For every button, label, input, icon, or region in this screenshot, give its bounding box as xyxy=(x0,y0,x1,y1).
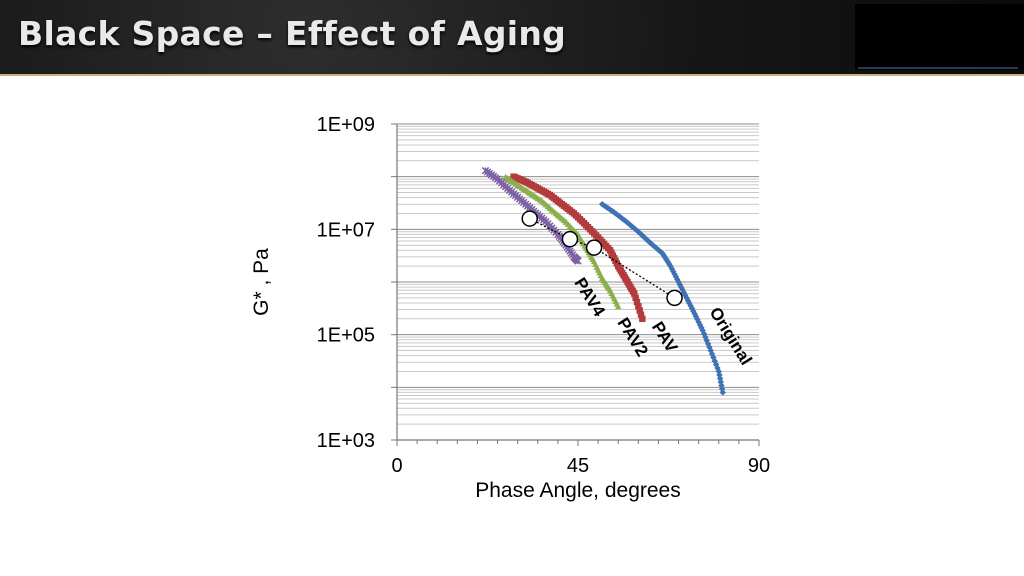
series-original-point xyxy=(606,206,614,213)
y-tick-label: 1E+09 xyxy=(317,114,375,136)
series-original-point xyxy=(711,357,718,365)
series-original-point xyxy=(631,225,638,232)
series-original-point xyxy=(684,297,692,304)
series-original-point xyxy=(629,223,636,230)
series-original-point xyxy=(665,260,673,268)
series-original-point xyxy=(710,354,717,361)
x-tick-label: 90 xyxy=(748,455,770,477)
x-axis-title: Phase Angle, degrees xyxy=(475,479,681,502)
series-original-point xyxy=(635,228,642,235)
series-original-point xyxy=(623,218,630,225)
series-pav-point xyxy=(635,303,642,310)
series-original-point xyxy=(715,368,722,375)
series-original-point xyxy=(714,364,721,372)
series-original-point xyxy=(683,294,690,302)
series-original-point xyxy=(647,239,654,247)
series-pav-point xyxy=(637,311,645,318)
series-pav2-point xyxy=(615,302,622,310)
crossover-point xyxy=(666,289,683,307)
logo-underline xyxy=(858,67,1018,69)
series-original-point xyxy=(619,215,626,222)
slide-title: Black Space – Effect of Aging xyxy=(18,14,567,53)
series-original-point xyxy=(680,289,688,296)
series-original-point xyxy=(719,389,726,396)
series-original-point xyxy=(611,209,618,216)
crossover-point xyxy=(585,239,603,256)
x-tick-label: 0 xyxy=(391,455,402,477)
slide-header: Black Space – Effect of Aging xyxy=(0,0,1024,76)
series-original-point xyxy=(608,207,616,215)
crossover-connector-line xyxy=(529,218,675,299)
series-original-point xyxy=(639,232,646,239)
series-pav4-point xyxy=(574,257,582,265)
series-original-point xyxy=(716,371,723,379)
y-tick-label: 1E+03 xyxy=(317,430,375,452)
series-pav-point xyxy=(632,294,639,302)
series-original-point xyxy=(669,268,677,275)
crossover-point xyxy=(521,210,538,227)
y-tick-label: 1E+07 xyxy=(317,219,375,241)
series-pav-point xyxy=(633,298,641,306)
series-original-point xyxy=(707,347,714,354)
series-original-point xyxy=(661,254,669,261)
series-original-point xyxy=(717,378,724,386)
series-original-point xyxy=(699,327,706,334)
series-original-point xyxy=(692,313,700,320)
series-pav-point xyxy=(631,290,638,297)
x-tick-label: 45 xyxy=(567,455,589,477)
logo-placeholder xyxy=(855,4,1024,70)
series-original-point xyxy=(668,265,676,272)
series-original-point xyxy=(679,286,686,294)
series-original-point xyxy=(696,321,704,329)
series-original-point xyxy=(633,226,640,234)
series-original-point xyxy=(688,305,696,312)
series-original-point xyxy=(672,273,680,280)
crossover-point xyxy=(561,230,579,248)
series-original-point xyxy=(627,221,634,229)
series-original-point xyxy=(637,230,644,237)
slide-content xyxy=(0,76,1024,576)
series-original-point xyxy=(641,234,648,241)
series-original-point xyxy=(617,213,624,221)
y-axis-title: G* , Pa xyxy=(250,248,273,316)
y-tick-label: 1E+05 xyxy=(317,325,375,347)
series-original-point xyxy=(687,302,694,309)
series-original-point xyxy=(625,220,632,227)
series-original-point xyxy=(676,281,684,288)
series-original-point xyxy=(613,210,620,218)
series-pav-point xyxy=(639,315,646,323)
series-original-point xyxy=(621,216,628,224)
series-original-point xyxy=(615,212,622,219)
series-original-point xyxy=(700,330,708,338)
series-original-point xyxy=(703,337,710,344)
series-pav-point xyxy=(636,307,643,314)
